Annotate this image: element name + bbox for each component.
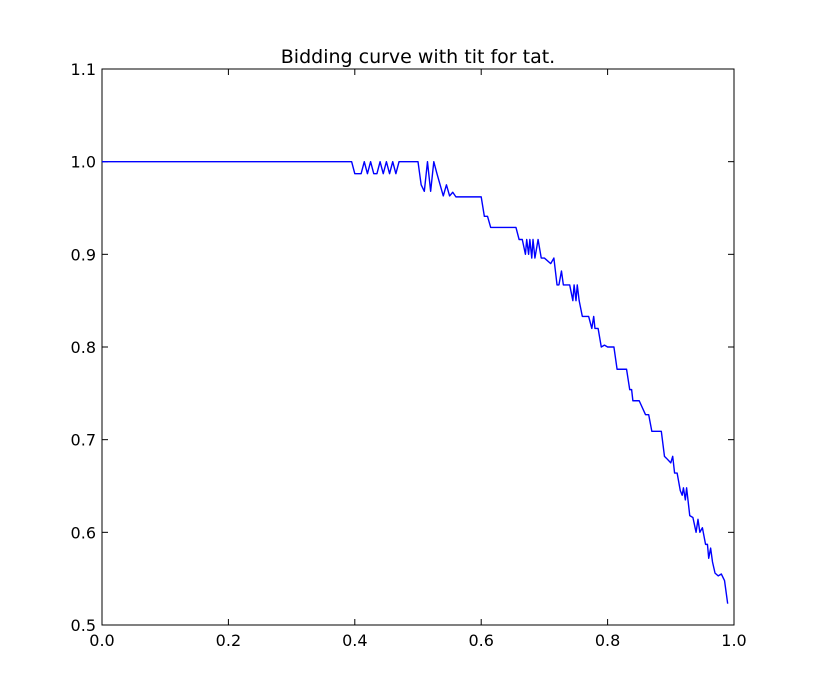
plot-area: 0.0 0.2 0.4 0.6 0.8 1.0 0.5 0.6 0.7 0.8 0.9 1.0 1.1 — [71, 60, 747, 650]
y-tick-label: 1.0 — [71, 153, 96, 172]
y-tick-label: 0.8 — [71, 338, 96, 357]
x-tick-label: 0.6 — [468, 631, 493, 650]
y-tick-label: 1.1 — [71, 60, 96, 79]
x-tick-label: 0.0 — [89, 631, 114, 650]
y-tick-label: 0.6 — [71, 523, 96, 542]
x-tick-label: 0.8 — [595, 631, 620, 650]
x-tick-label: 0.2 — [216, 631, 241, 650]
y-tick-label: 0.7 — [71, 431, 96, 450]
y-tick-label: 0.5 — [71, 616, 96, 635]
plot-frame — [101, 68, 735, 626]
series-line — [102, 160, 729, 604]
y-tick-label: 0.9 — [71, 245, 96, 264]
y-axis: 0.5 0.6 0.7 0.8 0.9 1.0 1.1 — [71, 60, 734, 635]
x-tick-label: 1.0 — [721, 631, 746, 650]
x-tick-label: 0.4 — [342, 631, 367, 650]
x-axis: 0.0 0.2 0.4 0.6 0.8 1.0 — [89, 69, 747, 650]
chart-title: Bidding curve with tit for tat. — [281, 46, 555, 68]
